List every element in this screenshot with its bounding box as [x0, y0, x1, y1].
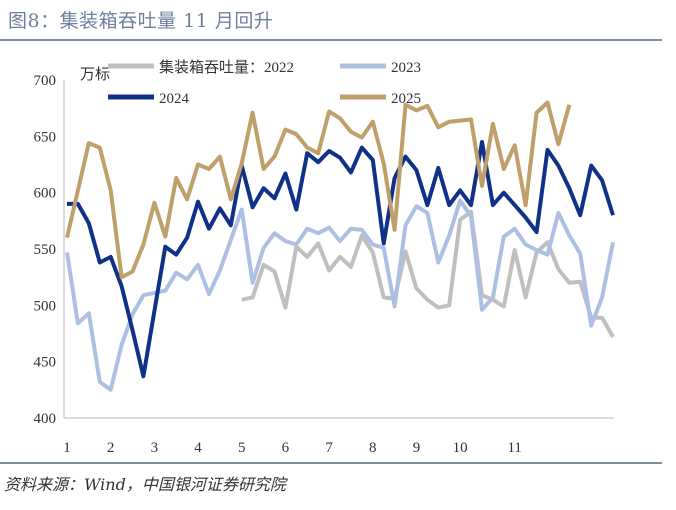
x-tick-label: 11 — [507, 440, 521, 456]
x-tick-label: 10 — [453, 440, 468, 456]
y-tick-label: 400 — [34, 411, 57, 427]
y-tick-label: 600 — [34, 186, 57, 202]
x-tick-label: 2 — [107, 440, 115, 456]
legend: 集装箱吞吐量：2022 2023 2024 2025 — [108, 59, 421, 107]
x-tick-label: 3 — [151, 440, 159, 456]
legend-label: 集装箱吞吐量：2022 — [159, 59, 294, 76]
source-rule — [0, 462, 662, 464]
x-tick-label: 8 — [369, 440, 377, 456]
x-tick-label: 6 — [282, 440, 290, 456]
x-tick-label: 9 — [413, 440, 421, 456]
series-line-2022 — [241, 209, 615, 338]
axes: 400 450 500 550 600 650 700 1 2 3 4 5 6 7 8 9 10 11 — [34, 73, 614, 456]
source-note: 资料来源：Wind，中国银河证券研究院 — [4, 475, 286, 494]
x-tick-label: 7 — [325, 440, 333, 456]
x-tick-label: 1 — [63, 440, 71, 456]
series-line-2024 — [67, 140, 615, 379]
y-axis-unit: 万标 — [80, 66, 110, 83]
x-tick-label: 5 — [238, 440, 246, 456]
legend-label: 2024 — [159, 91, 190, 107]
series-line-2025 — [65, 100, 572, 280]
y-tick-label: 650 — [34, 129, 57, 145]
y-tick-label: 550 — [34, 242, 57, 258]
x-tick-label: 4 — [194, 440, 202, 456]
title-rule — [0, 39, 662, 41]
y-tick-label: 700 — [34, 73, 57, 89]
series-lines — [65, 100, 615, 392]
legend-label: 2025 — [391, 91, 421, 107]
y-tick-label: 500 — [34, 298, 57, 314]
figure-title: 图8：集装箱吞吐量 11 月回升 — [8, 10, 274, 32]
line-chart: 400 450 500 550 600 650 700 1 2 3 4 5 6 7 8 9 10 11 万标 集装… — [34, 59, 615, 456]
y-tick-label: 450 — [34, 355, 57, 371]
legend-label: 2023 — [391, 60, 421, 76]
